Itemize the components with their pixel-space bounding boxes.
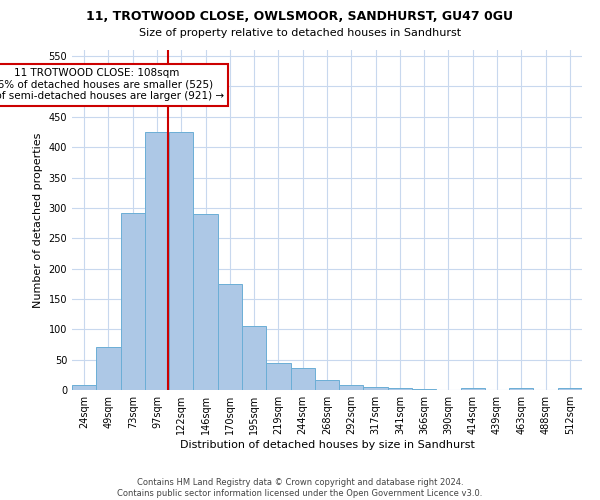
Bar	[145, 132, 169, 390]
Bar	[509, 388, 533, 390]
Bar	[72, 385, 96, 390]
Bar	[364, 387, 388, 390]
X-axis label: Distribution of detached houses by size in Sandhurst: Distribution of detached houses by size …	[179, 440, 475, 450]
Bar	[96, 347, 121, 390]
Bar	[388, 388, 412, 390]
Bar	[266, 364, 290, 390]
Bar	[339, 385, 364, 390]
Bar	[315, 380, 339, 390]
Text: Size of property relative to detached houses in Sandhurst: Size of property relative to detached ho…	[139, 28, 461, 38]
Bar	[193, 214, 218, 390]
Bar	[290, 368, 315, 390]
Bar	[121, 212, 145, 390]
Bar	[169, 132, 193, 390]
Text: Contains HM Land Registry data © Crown copyright and database right 2024.
Contai: Contains HM Land Registry data © Crown c…	[118, 478, 482, 498]
Bar	[218, 284, 242, 390]
Text: 11, TROTWOOD CLOSE, OWLSMOOR, SANDHURST, GU47 0GU: 11, TROTWOOD CLOSE, OWLSMOOR, SANDHURST,…	[86, 10, 514, 23]
Y-axis label: Number of detached properties: Number of detached properties	[33, 132, 43, 308]
Text: 11 TROTWOOD CLOSE: 108sqm
← 36% of detached houses are smaller (525)
63% of semi: 11 TROTWOOD CLOSE: 108sqm ← 36% of detac…	[0, 68, 224, 102]
Bar	[558, 388, 582, 390]
Bar	[242, 326, 266, 390]
Bar	[412, 389, 436, 390]
Bar	[461, 388, 485, 390]
